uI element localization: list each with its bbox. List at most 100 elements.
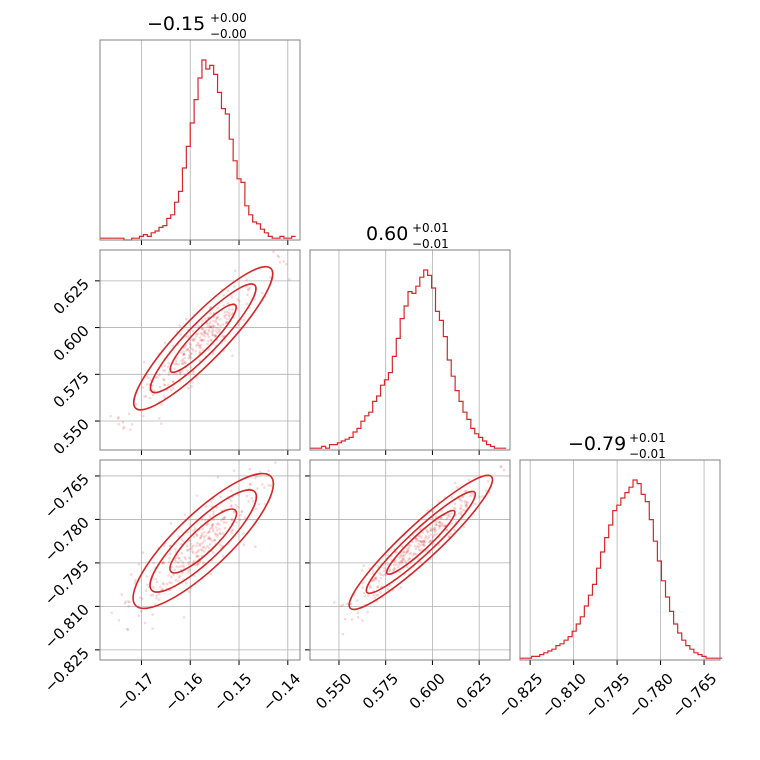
scatter-point <box>424 534 428 538</box>
scatter-point <box>437 500 440 503</box>
scatter-point <box>199 536 202 539</box>
scatter-point <box>176 560 180 564</box>
scatter-point <box>225 318 229 321</box>
scatter-point <box>200 332 204 335</box>
scatter-point <box>433 533 436 537</box>
scatter-point <box>434 528 438 532</box>
title-value: 0.60 <box>366 223 408 245</box>
scatter-point <box>363 594 367 598</box>
scatter-point <box>400 560 404 563</box>
scatter-point <box>182 360 186 363</box>
scatter-point <box>209 338 213 342</box>
scatter-point <box>414 539 418 543</box>
scatter-point <box>138 596 142 599</box>
scatter-point <box>212 324 216 328</box>
scatter-point <box>425 528 428 531</box>
scatter-point <box>433 526 437 530</box>
scatter-point <box>214 320 217 324</box>
scatter-point <box>187 556 191 560</box>
scatter-point <box>427 540 431 544</box>
scatter-point <box>209 526 213 530</box>
scatter-panel-1 <box>95 459 301 665</box>
scatter-point <box>221 517 225 520</box>
scatter-point <box>173 568 177 572</box>
scatter-point <box>453 506 456 510</box>
scatter-point <box>417 545 420 549</box>
scatter-point <box>177 565 181 569</box>
scatter-point <box>434 523 438 527</box>
scatter-point <box>158 385 162 389</box>
scatter-point <box>168 557 171 560</box>
scatter-point <box>391 569 395 572</box>
scatter-point <box>207 348 211 351</box>
scatter-point <box>443 524 447 528</box>
scatter-point <box>223 311 227 314</box>
scatter-point <box>361 619 364 622</box>
scatter-point <box>445 528 448 531</box>
scatter-point <box>399 553 403 556</box>
scatter-point <box>197 543 201 546</box>
scatter-point <box>162 561 166 565</box>
scatter-point <box>129 573 133 576</box>
scatter-point <box>449 532 453 536</box>
scatter-point <box>409 551 413 554</box>
scatter-point <box>176 579 180 583</box>
scatter-point <box>181 369 184 373</box>
scatter-content <box>110 461 277 631</box>
scatter-point <box>227 313 231 317</box>
scatter-point <box>199 343 202 347</box>
scatter-point <box>400 561 404 565</box>
scatter-point <box>207 329 211 333</box>
scatter-point <box>202 535 206 539</box>
scatter-point <box>200 518 204 522</box>
scatter-point <box>418 539 421 543</box>
scatter-point <box>222 517 226 521</box>
scatter-point <box>116 417 120 420</box>
scatter-point <box>167 371 171 374</box>
contour-level-0 <box>132 265 274 411</box>
scatter-point <box>356 611 360 615</box>
scatter-point <box>438 524 442 528</box>
scatter-point <box>257 502 260 506</box>
scatter-point <box>426 509 430 512</box>
scatter-point <box>429 526 432 530</box>
scatter-point <box>198 345 201 349</box>
scatter-point <box>178 556 181 560</box>
scatter-point <box>186 549 190 552</box>
scatter-point <box>453 502 457 505</box>
scatter-point <box>455 486 459 489</box>
scatter-point <box>219 543 222 547</box>
scatter-point <box>371 579 374 583</box>
scatter-point <box>478 495 481 499</box>
scatter-point <box>208 536 211 540</box>
scatter-point <box>186 530 189 534</box>
scatter-point <box>402 557 406 561</box>
scatter-point <box>432 542 436 546</box>
scatter-point <box>373 577 377 580</box>
title-minus: −0.00 <box>210 27 247 41</box>
scatter-point <box>201 534 204 537</box>
scatter-point <box>417 548 421 552</box>
scatter-point <box>447 514 451 518</box>
scatter-point <box>245 278 248 282</box>
scatter-point <box>253 297 257 301</box>
scatter-point <box>467 478 471 482</box>
scatter-point <box>162 394 166 397</box>
scatter-point <box>182 616 186 619</box>
scatter-point <box>245 302 249 306</box>
scatter-point <box>117 618 121 622</box>
scatter-point <box>360 569 364 572</box>
scatter-point <box>208 515 212 518</box>
scatter-point <box>129 428 132 431</box>
scatter-point <box>232 469 236 473</box>
scatter-point <box>144 394 148 398</box>
scatter-point <box>231 354 234 358</box>
scatter-point <box>211 524 214 527</box>
title-value: −0.15 <box>147 13 205 35</box>
histogram-panel-1 <box>309 249 511 455</box>
scatter-point <box>341 632 345 636</box>
scatter-point <box>204 534 208 537</box>
scatter-point <box>408 552 411 556</box>
scatter-point <box>174 559 177 563</box>
scatter-point <box>197 549 201 552</box>
